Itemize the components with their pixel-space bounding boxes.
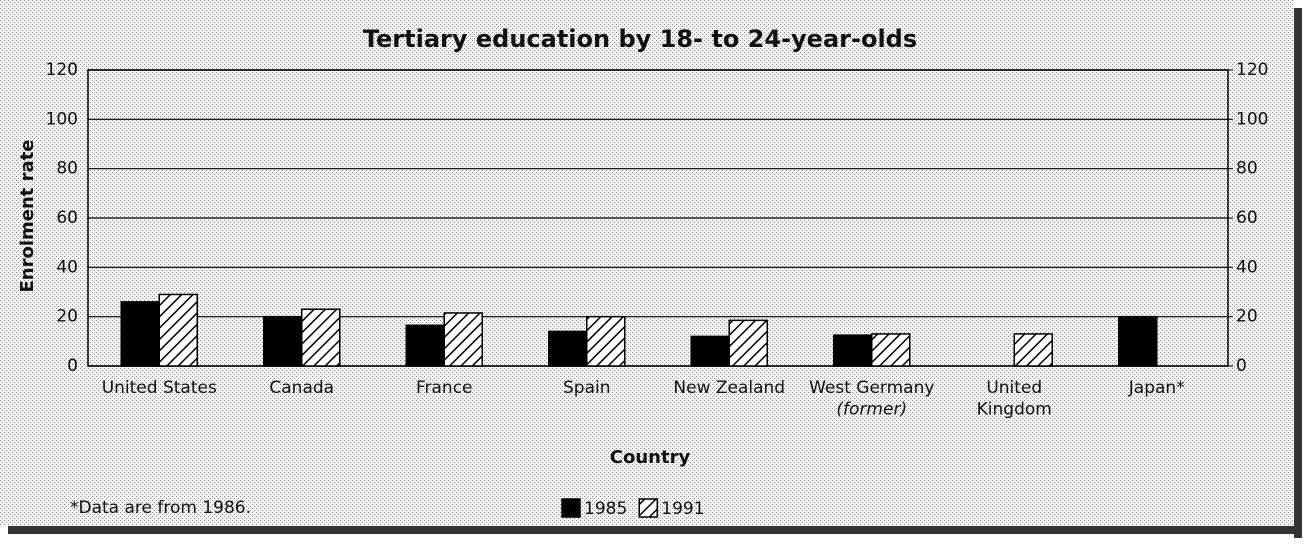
x-tick-label: New Zealand [673,378,785,398]
bar [871,333,911,367]
y-tick-label: 80 [56,159,78,179]
bar [548,330,588,367]
bar [1118,315,1158,367]
y-tick-label: 20 [56,307,78,327]
legend-swatch [561,498,581,518]
y-tick-label: 120 [46,60,78,80]
y2-tick-label: 20 [1236,307,1258,327]
bar [443,312,483,367]
x-tick-label: Canada [269,378,334,398]
bar [120,301,160,367]
y2-tick-label: 120 [1236,60,1268,80]
bar [263,315,303,367]
bar [301,308,341,367]
background [0,0,1294,526]
y2-tick-label: 0 [1236,356,1247,376]
y2-tick-label: 80 [1236,159,1258,179]
bar [690,335,730,367]
legend-swatch [638,498,659,518]
shadow [8,526,1302,534]
y2-tick-label: 100 [1236,109,1268,129]
x-tick-label: Japan* [1128,378,1185,398]
y2-tick-label: 60 [1236,208,1258,228]
x-tick-label: Spain [563,378,611,398]
chart-title: Tertiary education by 18- to 24-year-old… [363,25,917,53]
legend-label: 1985 [584,499,627,519]
x-tick-label: France [416,378,473,398]
y-tick-label: 40 [56,257,78,277]
bar [158,293,198,367]
bar [728,319,768,367]
x-tick-label: United Kingdom [977,378,1052,419]
bar [1013,333,1053,367]
bar [586,315,626,367]
y2-tick-label: 40 [1236,257,1258,277]
bar [405,324,445,367]
y-axis-title: Enrolment rate [17,139,38,292]
x-axis-title: Country [610,447,691,468]
bar [833,334,873,367]
y-tick-label: 0 [67,356,78,376]
shadow [1294,8,1302,538]
x-tick-label: United States [102,378,217,398]
legend-label: 1991 [661,499,704,519]
y-tick-label: 100 [46,109,78,129]
y-tick-label: 60 [56,208,78,228]
x-tick-label: West Germany (former) [809,378,934,419]
footnote: *Data are from 1986. [70,498,251,518]
